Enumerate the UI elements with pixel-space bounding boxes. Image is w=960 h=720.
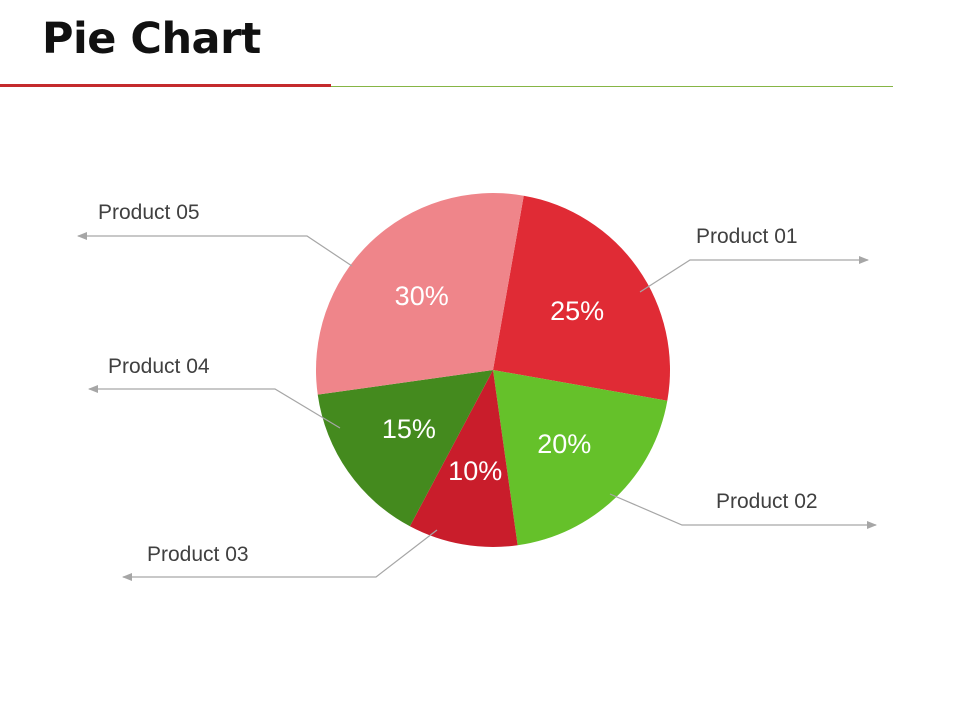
title-underline-red	[0, 84, 331, 87]
pie-value-label-4: 15%	[382, 414, 436, 444]
pie-slices	[315, 192, 670, 548]
pie-slice-5	[315, 192, 524, 395]
pie-slice-1	[493, 195, 670, 401]
leader-line-3	[122, 529, 438, 581]
category-label-5: Product 05	[98, 201, 200, 224]
category-label-3: Product 03	[147, 543, 249, 566]
pie-slice-2	[493, 370, 668, 546]
page-title: Pie Chart	[42, 14, 261, 64]
pie-value-label-5: 30%	[395, 281, 449, 311]
leader-line-5	[77, 232, 353, 267]
pie-leader-lines	[77, 232, 877, 581]
category-label-1: Product 01	[696, 225, 798, 248]
pie-value-label-2: 20%	[537, 429, 591, 459]
pie-category-labels: Product 01 Product 02 Product 03 Product 04…	[98, 201, 818, 566]
title-underline-green	[331, 86, 893, 87]
leader-line-2	[609, 493, 877, 529]
leader-line-4	[88, 385, 341, 429]
pie-value-label-3: 10%	[448, 456, 502, 486]
pie-slice-4	[317, 370, 493, 527]
category-label-4: Product 04	[108, 355, 210, 378]
pie-value-label-1: 25%	[550, 296, 604, 326]
leader-line-1	[639, 256, 869, 293]
pie-value-labels: 25% 20% 10% 15% 30%	[382, 281, 604, 486]
category-label-2: Product 02	[716, 490, 818, 513]
pie-slice-3	[409, 370, 518, 548]
